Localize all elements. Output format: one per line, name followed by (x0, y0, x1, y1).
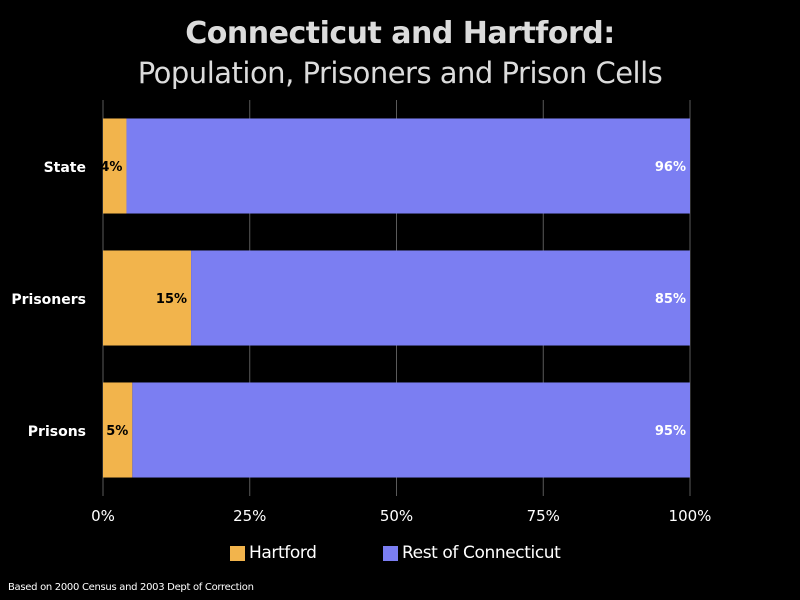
data-label-rest-of-connecticut-prisoners: 85% (655, 292, 686, 307)
category-label-state: State (44, 160, 86, 176)
data-label-hartford-prisons: 5% (106, 424, 128, 439)
x-tick-label: 100% (669, 507, 712, 525)
x-tick-label: 25% (233, 507, 266, 525)
x-tick-label: 50% (380, 507, 413, 525)
chart-title: Connecticut and Hartford: (185, 16, 615, 51)
category-label-prisons: Prisons (28, 424, 86, 440)
legend-item-rest-of-connecticut: Rest of Connecticut (383, 542, 561, 564)
chart-legend: Hartford Rest of Connecticut (0, 542, 800, 564)
data-label-rest-of-connecticut-state: 96% (655, 160, 686, 175)
bar-hartford-prisoners (103, 250, 192, 346)
legend-label-rest-of-connecticut: Rest of Connecticut (402, 543, 561, 563)
data-label-hartford-state: 4% (100, 160, 122, 175)
x-tick-label: 75% (527, 507, 560, 525)
bar-rest-of-connecticut-prisoners (191, 250, 691, 346)
legend-item-hartford: Hartford (230, 542, 317, 564)
data-label-hartford-prisoners: 15% (156, 292, 187, 307)
bar-hartford-state (103, 118, 127, 214)
x-tick-label: 0% (91, 507, 115, 525)
legend-swatch-hartford (230, 545, 245, 561)
chart-footnote: Based on 2000 Census and 2003 Dept of Co… (8, 582, 254, 593)
category-label-prisoners: Prisoners (11, 292, 86, 308)
bar-rest-of-connecticut-state (126, 118, 691, 214)
data-label-rest-of-connecticut-prisons: 95% (655, 424, 686, 439)
bar-hartford-prisons (103, 382, 133, 478)
legend-swatch-rest-of-connecticut (383, 545, 398, 561)
chart-subtitle: Population, Prisoners and Prison Cells (137, 56, 663, 90)
chart-title-block: Connecticut and Hartford: Population, Pr… (0, 14, 800, 92)
legend-label-hartford: Hartford (249, 543, 317, 563)
bar-rest-of-connecticut-prisons (132, 382, 691, 478)
